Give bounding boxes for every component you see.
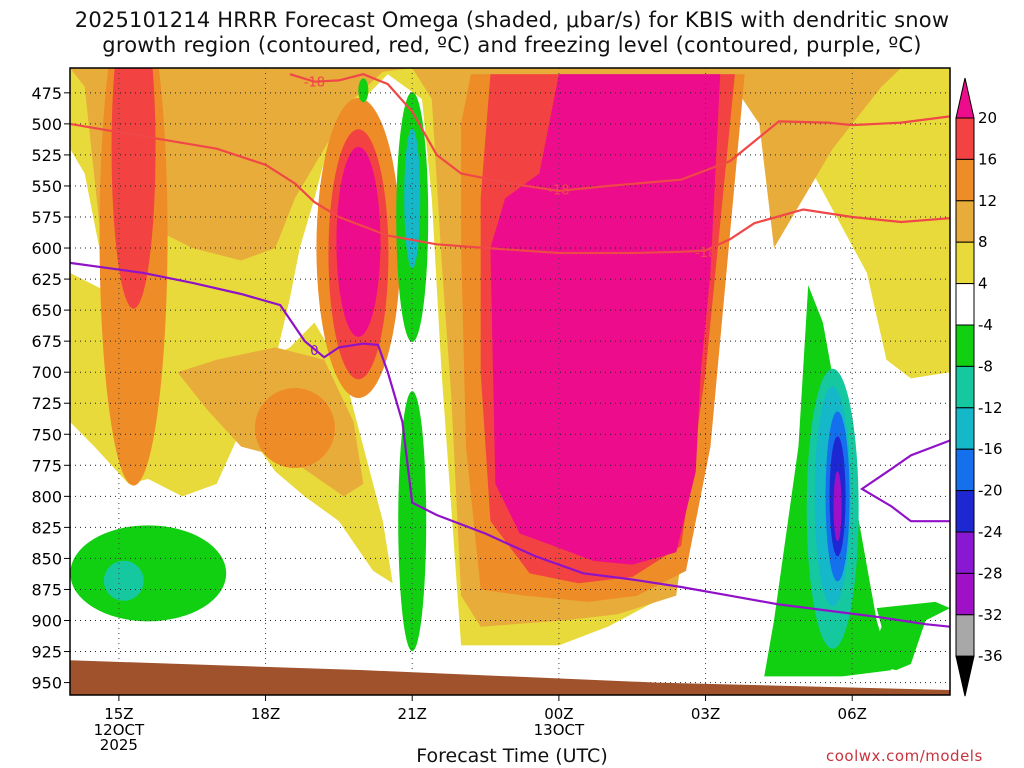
y-tick-label-725: 725 <box>31 394 62 413</box>
gridlines <box>70 68 950 695</box>
omega-region-12to16-low <box>254 388 335 469</box>
colorbar-bin-6 <box>955 324 975 367</box>
y-tick-label-850: 850 <box>31 549 62 568</box>
omega-region-neg8-west <box>103 560 144 601</box>
terrain-fill <box>70 660 950 695</box>
colorbar-label--32: -32 <box>978 606 1003 624</box>
y-axis: 475 500 525 550 575 600 625 650 675 700 725 750 775 8… <box>31 84 70 693</box>
y-tick-label-825: 825 <box>31 518 62 537</box>
omega-region-neg4-south <box>398 391 427 652</box>
colorbar-bin-11 <box>955 531 975 574</box>
colorbar-label-12: 12 <box>978 192 997 210</box>
colorbar-bin-5 <box>955 283 975 326</box>
omega-region-16to20-west <box>111 68 156 309</box>
colorbar-bin-4 <box>955 241 975 285</box>
x-tick-label-06Z: 06Z <box>838 705 867 723</box>
colorbar-bin-gt20 <box>955 77 975 119</box>
colorbar-bin-9 <box>955 448 975 492</box>
omega-region-neg4-tiny <box>358 78 369 103</box>
colorbar-label--4: -4 <box>978 316 993 334</box>
terrain-surface <box>70 660 950 695</box>
omega-region-gt20 <box>490 74 721 565</box>
colorbar-label--12: -12 <box>978 399 1003 417</box>
y-tick-label-750: 750 <box>31 425 62 444</box>
colorbar-label--36: -36 <box>978 647 1003 665</box>
colorbar-label--28: -28 <box>978 564 1003 582</box>
x-axis-label: Forecast Time (UTC) <box>416 745 608 767</box>
y-tick-label-550: 550 <box>31 177 62 196</box>
y-tick-label-475: 475 <box>31 84 62 103</box>
plot-frame <box>69 67 951 696</box>
freezing-level-contour <box>70 261 950 628</box>
x-tick-label-18Z: 18Z <box>251 705 280 723</box>
colorbar-bin-13 <box>955 614 975 657</box>
colorbar-label--16: -16 <box>978 440 1003 458</box>
colorbar-bin-7 <box>955 365 975 409</box>
dgz-contour-upper <box>289 73 950 193</box>
omega-region-gt20-center <box>336 146 381 337</box>
colorbar-label-4: 4 <box>978 275 988 293</box>
colorbar-bin-10 <box>955 490 975 533</box>
y-tick-label-900: 900 <box>31 612 62 631</box>
y-tick-label-950: 950 <box>31 674 62 693</box>
x-tick-label-00Z: 00Z <box>544 705 573 723</box>
x-tick-sublabel-2025: 2025 <box>100 736 138 754</box>
chart-title-line1: 2025101214 HRRR Forecast Omega (shaded, … <box>74 8 950 32</box>
dgz-contour-upper-label-2: -18 <box>304 76 325 91</box>
contours: -18 -18 -18 0 <box>70 73 950 628</box>
colorbar-bin-1 <box>955 117 975 160</box>
y-tick-label-925: 925 <box>31 643 62 662</box>
colorbar-bin-12 <box>955 572 975 616</box>
chart-title-line2: growth region (contoured, red, ºC) and f… <box>102 33 922 57</box>
dgz-contour-upper-label: -18 <box>548 184 569 199</box>
freezing-level-contour-east <box>859 439 950 523</box>
colorbar-label--8: -8 <box>978 357 993 375</box>
y-tick-label-575: 575 <box>31 208 62 227</box>
colorbar-bin-ltneg36 <box>955 655 975 697</box>
y-tick-label-700: 700 <box>31 363 62 382</box>
x-tick-label-03Z: 03Z <box>691 705 720 723</box>
omega-region-neg28-east <box>833 471 842 542</box>
colorbar-bin-3 <box>955 200 975 243</box>
y-tick-label-675: 675 <box>31 332 62 351</box>
dgz-contour-lower <box>70 122 950 255</box>
y-tick-label-625: 625 <box>31 270 62 289</box>
x-tick-sublabel-12OCT: 12OCT <box>94 721 145 739</box>
y-tick-label-500: 500 <box>31 115 62 134</box>
colorbar-label-8: 8 <box>978 233 988 251</box>
colorbar-bin-2 <box>955 158 975 202</box>
y-tick-label-650: 650 <box>31 301 62 320</box>
y-tick-label-525: 525 <box>31 146 62 165</box>
x-tick-label-15Z: 15Z <box>104 705 133 723</box>
colorbar-label--20: -20 <box>978 482 1003 500</box>
y-tick-label-875: 875 <box>31 580 62 599</box>
dgz-contour-lower-label: -18 <box>695 246 716 261</box>
credit-link[interactable]: coolwx.com/models <box>826 747 983 765</box>
omega-region-neg4-cluster-west <box>70 525 227 622</box>
y-tick-label-775: 775 <box>31 456 62 475</box>
colorbar: 20 16 12 8 4 -4 -8 -12 -16 -20 -24 -28 -32 -36 <box>955 77 1003 697</box>
omega-shading <box>70 68 950 695</box>
colorbar-label-20: 20 <box>978 109 997 127</box>
freezing-level-contour-label: 0 <box>310 344 318 359</box>
colorbar-bin-8 <box>955 407 975 450</box>
x-tick-label-21Z: 21Z <box>398 705 427 723</box>
colorbar-label-16: 16 <box>978 150 997 168</box>
x-tick-sublabel-13OCT: 13OCT <box>534 721 585 739</box>
y-tick-label-600: 600 <box>31 239 62 258</box>
y-tick-label-800: 800 <box>31 487 62 506</box>
colorbar-label--24: -24 <box>978 523 1003 541</box>
